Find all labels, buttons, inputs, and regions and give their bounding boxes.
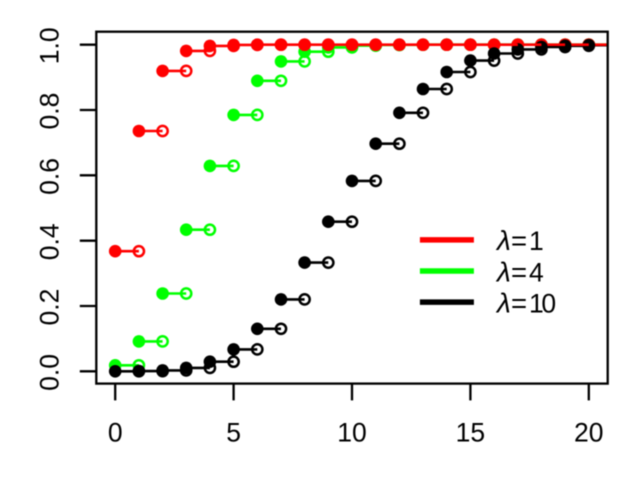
svg-text:=: =: [511, 256, 527, 287]
svg-text:1.0: 1.0: [35, 27, 65, 64]
svg-text:=: =: [511, 225, 527, 256]
svg-text:4: 4: [529, 257, 543, 287]
svg-text:10: 10: [337, 417, 366, 447]
svg-text:10: 10: [529, 288, 555, 318]
svg-text:λ: λ: [495, 256, 511, 287]
svg-text:λ: λ: [495, 287, 511, 318]
svg-text:15: 15: [456, 417, 485, 447]
svg-text:0.2: 0.2: [35, 289, 65, 326]
svg-text:0.6: 0.6: [35, 158, 65, 195]
svg-text:0.4: 0.4: [35, 223, 65, 260]
svg-text:0.8: 0.8: [35, 93, 65, 130]
svg-text:0.0: 0.0: [35, 354, 65, 391]
svg-text:5: 5: [226, 417, 241, 447]
svg-text:1: 1: [529, 226, 543, 256]
svg-text:0: 0: [108, 417, 123, 447]
svg-text:20: 20: [574, 417, 603, 447]
svg-text:=: =: [511, 287, 527, 318]
svg-text:λ: λ: [495, 225, 511, 256]
